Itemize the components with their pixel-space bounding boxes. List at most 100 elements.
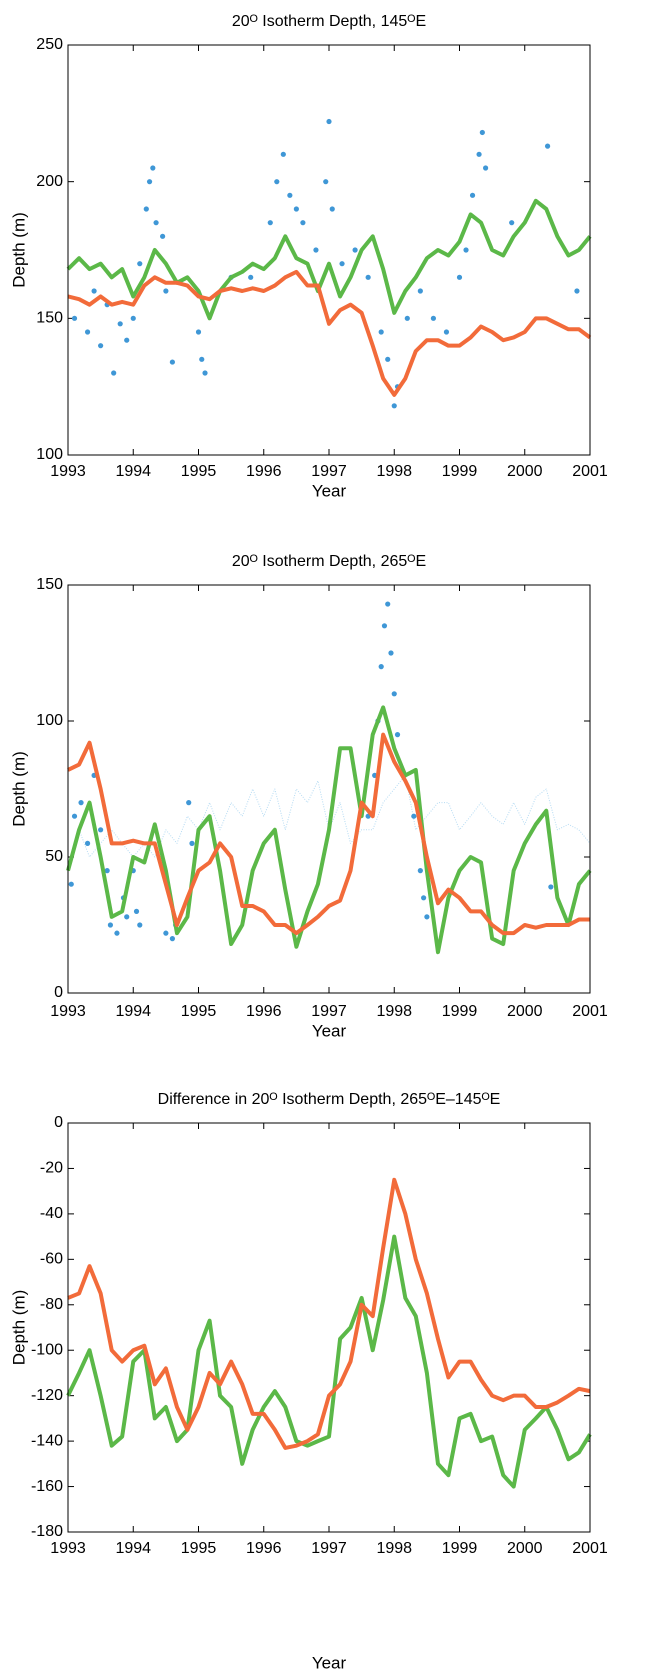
data-point xyxy=(111,370,117,376)
data-point xyxy=(146,179,153,185)
data-point xyxy=(84,329,91,335)
data-point xyxy=(411,813,417,819)
data-point xyxy=(169,359,175,365)
y-tick-label: 200 xyxy=(36,173,63,190)
data-point xyxy=(391,691,397,697)
data-point xyxy=(186,800,192,806)
plot-area xyxy=(68,1123,590,1532)
data-point xyxy=(274,179,280,185)
data-line xyxy=(66,198,592,321)
data-point xyxy=(417,288,423,294)
data-point xyxy=(404,315,410,321)
x-tick-label: 2001 xyxy=(572,463,608,480)
plot-area xyxy=(68,585,590,993)
data-point xyxy=(98,343,104,349)
y-axis-label: Depth (m) xyxy=(9,751,28,827)
axes-frame xyxy=(67,584,591,994)
data-point xyxy=(248,274,254,280)
data-point xyxy=(326,118,332,125)
x-tick-label: 1999 xyxy=(442,1540,478,1557)
data-point xyxy=(107,922,114,928)
data-point xyxy=(365,274,371,280)
data-point xyxy=(160,233,166,239)
x-tick-label: 1998 xyxy=(376,463,412,480)
data-point xyxy=(443,329,450,335)
x-tick-label: 1998 xyxy=(376,1540,412,1557)
data-point xyxy=(150,165,156,171)
axes-frame xyxy=(67,1122,591,1533)
data-line xyxy=(67,1177,591,1450)
data-point xyxy=(84,840,91,847)
data-point xyxy=(137,261,143,267)
data-line xyxy=(66,705,592,955)
data-point xyxy=(476,151,482,157)
y-tick-label: -100 xyxy=(31,1341,63,1358)
x-tick-label: 2000 xyxy=(507,1003,543,1020)
x-tick-label: 1996 xyxy=(246,1540,282,1557)
x-tick-label: 1997 xyxy=(311,463,347,480)
data-point xyxy=(195,329,202,335)
x-tick-label: 1996 xyxy=(246,1003,282,1020)
data-point xyxy=(548,884,554,890)
x-tick-label: 1998 xyxy=(376,1003,412,1020)
data-point xyxy=(153,220,159,226)
data-point xyxy=(133,908,140,915)
data-point xyxy=(329,206,335,212)
x-axis-label: Year xyxy=(312,481,347,500)
y-tick-label: 100 xyxy=(36,712,63,729)
data-point xyxy=(378,664,384,670)
data-point xyxy=(68,881,74,887)
x-tick-label: 1997 xyxy=(311,1003,347,1020)
data-point xyxy=(293,206,299,212)
data-line xyxy=(67,269,592,397)
data-point xyxy=(388,650,394,656)
data-point xyxy=(71,813,78,819)
data-point xyxy=(169,936,175,942)
data-point xyxy=(424,914,430,920)
data-point xyxy=(104,868,110,874)
data-point xyxy=(385,601,391,607)
x-tick-label: 2000 xyxy=(507,463,543,480)
y-tick-label: -180 xyxy=(31,1523,63,1540)
data-point xyxy=(71,315,78,321)
x-tick-label: 1999 xyxy=(442,463,478,480)
y-tick-label: 100 xyxy=(36,446,63,463)
subplot: Difference in 20ᴼ Isotherm Depth, 265ᴼE–… xyxy=(9,1091,607,1672)
data-point xyxy=(544,143,551,149)
x-tick-label: 1994 xyxy=(115,1540,151,1557)
y-axis-label: Depth (m) xyxy=(9,212,28,288)
y-tick-label: -120 xyxy=(31,1387,63,1404)
data-point xyxy=(202,370,208,376)
data-point xyxy=(91,288,97,294)
x-tick-label: 1994 xyxy=(115,1003,151,1020)
x-tick-label: 1995 xyxy=(181,463,217,480)
data-point xyxy=(463,247,469,253)
x-axis-label: Year xyxy=(312,1021,347,1040)
data-point xyxy=(313,247,319,253)
data-point xyxy=(267,220,273,226)
x-tick-label: 1993 xyxy=(50,1540,86,1557)
x-tick-label: 1995 xyxy=(181,1003,217,1020)
data-point xyxy=(78,800,84,806)
data-point xyxy=(381,623,388,629)
data-point xyxy=(124,914,130,920)
y-tick-label: 50 xyxy=(45,848,63,865)
x-tick-label: 1996 xyxy=(246,463,282,480)
data-point xyxy=(394,732,401,738)
data-line xyxy=(67,774,591,871)
x-axis-label: Year xyxy=(312,1653,347,1672)
chart-title: Difference in 20ᴼ Isotherm Depth, 265ᴼE–… xyxy=(158,1091,501,1108)
data-point xyxy=(280,151,286,157)
data-line xyxy=(66,1234,592,1489)
data-point xyxy=(300,220,306,226)
chart-title: 20ᴼ Isotherm Depth, 145ᴼE xyxy=(232,13,426,30)
data-point xyxy=(130,315,136,321)
data-point xyxy=(479,129,485,136)
x-tick-label: 2001 xyxy=(572,1003,608,1020)
data-point xyxy=(391,403,397,409)
data-point xyxy=(456,274,463,280)
data-line xyxy=(67,732,590,936)
data-point xyxy=(421,895,427,901)
data-point xyxy=(163,930,169,936)
